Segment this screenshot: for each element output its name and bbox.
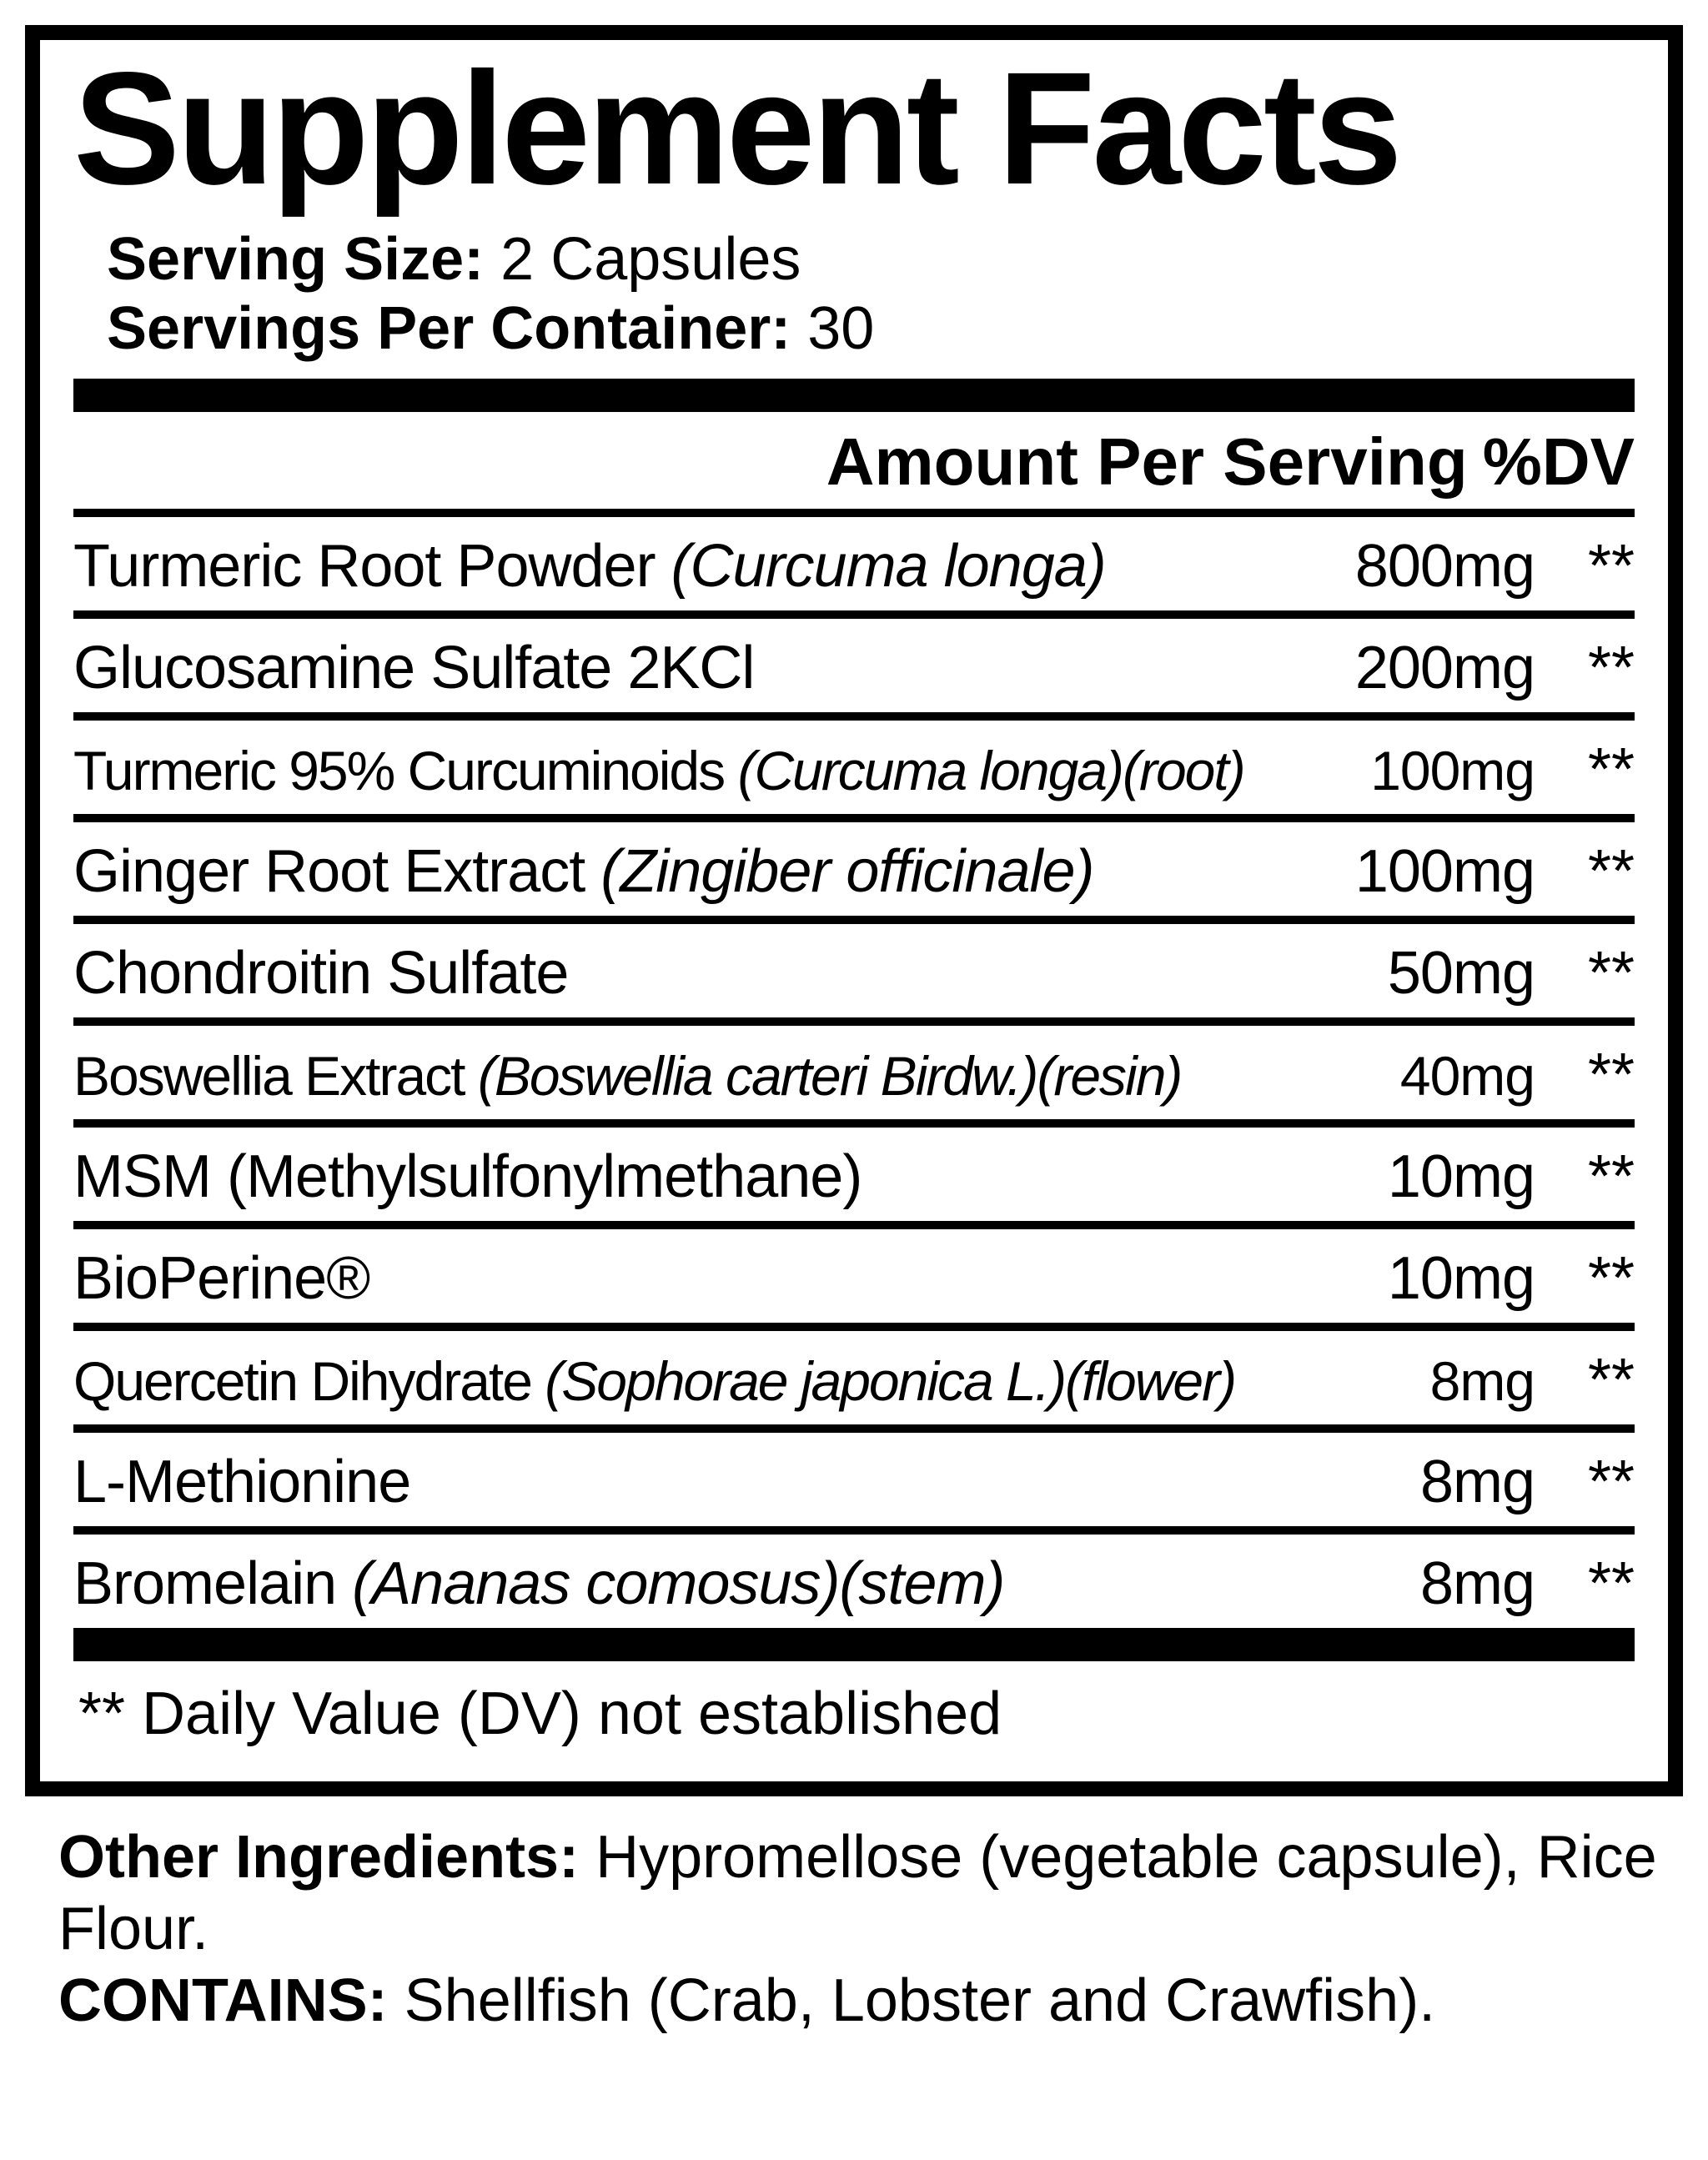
- ingredient-row: Turmeric Root Powder (Curcuma longa)800m…: [73, 517, 1635, 619]
- ingredient-amount: 50mg: [1318, 939, 1535, 1007]
- header-percent-dv: %DV: [1483, 424, 1635, 500]
- ingredient-amount: 8mg: [1318, 1448, 1535, 1516]
- supplement-facts-panel: Supplement Facts Serving Size: 2 Capsule…: [25, 25, 1683, 1796]
- ingredient-amount: 8mg: [1368, 1349, 1535, 1413]
- panel-title: Supplement Facts: [73, 48, 1635, 208]
- dv-footnote: ** Daily Value (DV) not established: [73, 1661, 1635, 1756]
- contains-line: CONTAINS: Shellfish (Crab, Lobster and C…: [58, 1965, 1666, 2037]
- ingredient-amount: 10mg: [1318, 1244, 1535, 1313]
- ingredient-name: L-Methionine: [73, 1452, 1318, 1512]
- ingredient-name: Chondroitin Sulfate: [73, 943, 1318, 1003]
- ingredient-name: Boswellia Extract (Boswellia carteri Bir…: [73, 1048, 1368, 1103]
- other-ingredients-line: Other Ingredients: Hypromellose (vegetab…: [58, 1821, 1666, 1966]
- ingredient-name: MSM (Methylsulfonylmethane): [73, 1147, 1318, 1207]
- ingredient-row: Boswellia Extract (Boswellia carteri Bir…: [73, 1026, 1635, 1128]
- ingredient-amount: 100mg: [1318, 837, 1535, 906]
- ingredients-list: Turmeric Root Powder (Curcuma longa)800m…: [73, 517, 1635, 1628]
- ingredient-dv: **: [1535, 736, 1635, 804]
- ingredient-amount: 100mg: [1368, 739, 1535, 802]
- ingredient-dv: **: [1535, 939, 1635, 1007]
- ingredient-name: Ginger Root Extract (Zingiber officinale…: [73, 841, 1318, 902]
- ingredient-row: Ginger Root Extract (Zingiber officinale…: [73, 822, 1635, 924]
- other-ingredients-label: Other Ingredients:: [58, 1824, 579, 1891]
- ingredient-amount: 40mg: [1368, 1044, 1535, 1108]
- serving-size-label: Serving Size:: [107, 226, 484, 293]
- serving-size-value: 2 Capsules: [500, 226, 801, 293]
- ingredient-name: Turmeric Root Powder (Curcuma longa): [73, 536, 1318, 596]
- below-panel-text: Other Ingredients: Hypromellose (vegetab…: [25, 1796, 1683, 2037]
- ingredient-row: BioPerine®10mg**: [73, 1229, 1635, 1331]
- ingredient-amount: 10mg: [1318, 1143, 1535, 1211]
- divider-thick-top: [73, 379, 1635, 412]
- ingredient-row: Turmeric 95% Curcuminoids (Curcuma longa…: [73, 721, 1635, 822]
- ingredient-row: L-Methionine8mg**: [73, 1433, 1635, 1535]
- ingredient-dv: **: [1535, 837, 1635, 906]
- divider-thin-header: [73, 509, 1635, 517]
- ingredient-row: MSM (Methylsulfonylmethane)10mg**: [73, 1128, 1635, 1229]
- ingredient-dv: **: [1535, 1448, 1635, 1516]
- contains-value: Shellfish (Crab, Lobster and Crawfish).: [404, 1967, 1436, 2034]
- contains-label: CONTAINS:: [58, 1967, 388, 2034]
- ingredient-row: Chondroitin Sulfate50mg**: [73, 924, 1635, 1026]
- ingredient-dv: **: [1535, 1244, 1635, 1313]
- ingredient-name: Turmeric 95% Curcuminoids (Curcuma longa…: [73, 743, 1368, 798]
- serving-size-line: Serving Size: 2 Capsules: [107, 225, 1635, 294]
- ingredient-amount: 8mg: [1318, 1550, 1535, 1618]
- ingredient-dv: **: [1535, 532, 1635, 600]
- divider-thick-bottom: [73, 1628, 1635, 1661]
- ingredient-amount: 800mg: [1318, 532, 1535, 600]
- ingredient-dv: **: [1535, 1550, 1635, 1618]
- ingredient-dv: **: [1535, 634, 1635, 702]
- ingredient-row: Glucosamine Sulfate 2KCl200mg**: [73, 619, 1635, 721]
- ingredient-amount: 200mg: [1318, 634, 1535, 702]
- ingredient-name: Quercetin Dihydrate (Sophorae japonica L…: [73, 1354, 1368, 1409]
- ingredient-dv: **: [1535, 1346, 1635, 1414]
- header-amount-per-serving: Amount Per Serving: [826, 424, 1468, 500]
- ingredient-name: Glucosamine Sulfate 2KCl: [73, 638, 1318, 698]
- column-header-row: Amount Per Serving %DV: [73, 412, 1635, 509]
- servings-per-container-line: Servings Per Container: 30: [107, 294, 1635, 364]
- ingredient-name: BioPerine®: [73, 1248, 1318, 1309]
- serving-block: Serving Size: 2 Capsules Servings Per Co…: [73, 225, 1635, 364]
- ingredient-name: Bromelain (Ananas comosus)(stem): [73, 1554, 1318, 1614]
- servings-per-container-value: 30: [807, 295, 874, 362]
- ingredient-row: Quercetin Dihydrate (Sophorae japonica L…: [73, 1331, 1635, 1433]
- ingredient-dv: **: [1535, 1143, 1635, 1211]
- ingredient-dv: **: [1535, 1041, 1635, 1109]
- ingredient-row: Bromelain (Ananas comosus)(stem)8mg**: [73, 1535, 1635, 1628]
- servings-per-container-label: Servings Per Container:: [107, 295, 791, 362]
